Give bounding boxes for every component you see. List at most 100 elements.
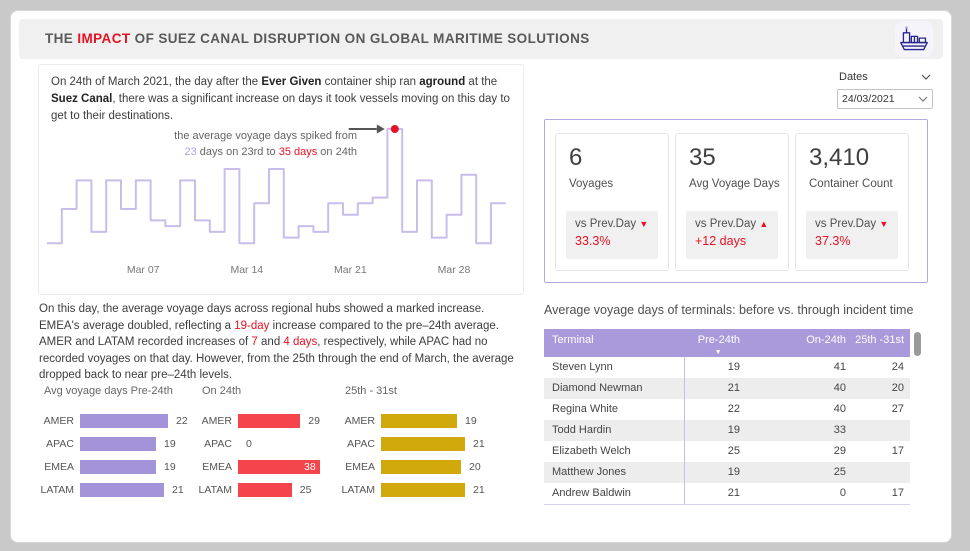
spike-marker-dot[interactable] bbox=[390, 125, 399, 134]
kpi-card-avg-voyage-days: 35 Avg Voyage Days vs Prev.Day ▲ +12 days bbox=[675, 133, 789, 271]
kpi-comparison-badge: vs Prev.Day ▼ 33.3% bbox=[566, 211, 658, 259]
kpi-comparison-badge: vs Prev.Day ▲ +12 days bbox=[686, 211, 778, 259]
bar-amer[interactable] bbox=[80, 414, 168, 428]
bar-amer[interactable] bbox=[238, 414, 301, 428]
table-row[interactable]: Diamond Newman 21 40 20 bbox=[544, 378, 910, 399]
annotation-line1: the average voyage days spiked from bbox=[174, 130, 357, 142]
header-band: THE IMPACT OF SUEZ CANAL DISRUPTION ON G… bbox=[19, 19, 943, 59]
chevron-down-icon[interactable] bbox=[921, 74, 931, 80]
arrow-down-icon: ▼ bbox=[879, 219, 889, 229]
bar-amer[interactable] bbox=[381, 414, 457, 428]
column-header-25th-31st[interactable]: 25th -31st bbox=[855, 334, 904, 346]
intro-paragraph: On 24th of March 2021, the day after the… bbox=[51, 74, 511, 125]
value-cell: 21 bbox=[684, 483, 746, 504]
bar-row-emea: EMEA 38 bbox=[184, 460, 354, 474]
dashboard-card: THE IMPACT OF SUEZ CANAL DISRUPTION ON G… bbox=[10, 10, 952, 543]
text-segment: container ship ran bbox=[321, 76, 420, 88]
kpi-change-value: 37.3% bbox=[815, 234, 851, 248]
kpi-card-container-count: 3,410 Container Count vs Prev.Day ▼ 37.3% bbox=[795, 133, 909, 271]
kpi-value: 6 bbox=[569, 144, 583, 171]
column-header-pre-24th[interactable]: Pre-24th ▼ bbox=[697, 334, 740, 356]
bar-value-label: 20 bbox=[469, 461, 481, 473]
table-row[interactable]: Andrew Baldwin 21 0 17 bbox=[544, 483, 910, 504]
bar-apac[interactable] bbox=[80, 437, 156, 451]
barchart-on-24th: On 24th AMER 29 APAC 0 EMEA 38 LATAM 25 bbox=[184, 385, 354, 506]
bar-row-emea: EMEA 20 bbox=[327, 460, 497, 474]
bar-row-amer: AMER 29 bbox=[184, 414, 354, 428]
bar-latam[interactable] bbox=[381, 483, 465, 497]
text-segment: Ever Given bbox=[261, 76, 322, 88]
terminal-name-cell: Elizabeth Welch bbox=[552, 445, 631, 457]
kpi-comparison-badge: vs Prev.Day ▼ 37.3% bbox=[806, 211, 898, 259]
kpi-container: 6 Voyages vs Prev.Day ▼ 33.3% 35 Avg Voyage D… bbox=[544, 119, 928, 283]
step-line-chart[interactable]: Mar 07 Mar 14 Mar 21 Mar 28 bbox=[39, 123, 523, 285]
value-cell: 19 bbox=[684, 357, 746, 378]
value-cell: 20 bbox=[891, 382, 904, 394]
bar-category-label: APAC bbox=[204, 438, 232, 450]
value-cell: 29 bbox=[833, 445, 846, 457]
date-dropdown[interactable]: 24/03/2021 bbox=[837, 89, 933, 109]
table-scrollbar-thumb[interactable] bbox=[914, 332, 921, 356]
value-cell: 0 bbox=[839, 487, 846, 499]
text-segment: IMPACT bbox=[77, 31, 131, 46]
terminal-name-cell: Todd Hardin bbox=[552, 424, 612, 436]
bar-apac[interactable] bbox=[381, 437, 465, 451]
kpi-label: Container Count bbox=[809, 178, 893, 190]
bar-row-latam: LATAM 25 bbox=[184, 483, 354, 497]
bar-emea[interactable] bbox=[381, 460, 461, 474]
barchart-pre-24th: Avg voyage days Pre-24th AMER 22 APAC 19 EME… bbox=[26, 385, 196, 506]
dates-slicer-header[interactable]: Dates bbox=[837, 71, 933, 83]
table-row[interactable]: Matthew Jones 19 25 bbox=[544, 462, 910, 483]
barchart-title: On 24th bbox=[202, 385, 242, 397]
terminal-name-cell: Steven Lynn bbox=[552, 361, 613, 373]
bar-value-label: 21 bbox=[473, 438, 485, 450]
column-header-on-24th[interactable]: On-24th bbox=[806, 334, 846, 346]
bar-value-label: 19 bbox=[164, 461, 176, 473]
value-cell: 27 bbox=[891, 403, 904, 415]
value-cell: 19 bbox=[684, 420, 746, 441]
column-header-terminal[interactable]: Terminal bbox=[552, 334, 594, 346]
value-cell: 33 bbox=[833, 424, 846, 436]
value-cell bbox=[852, 462, 910, 483]
value-cell: 19 bbox=[684, 462, 746, 483]
chevron-down-icon bbox=[918, 96, 928, 102]
bar-category-label: LATAM bbox=[341, 484, 375, 496]
text-segment: 7 bbox=[251, 336, 258, 348]
value-cell: 21 bbox=[684, 378, 746, 399]
bar-emea[interactable] bbox=[80, 460, 156, 474]
text-segment: 35 days bbox=[278, 145, 318, 158]
table-row[interactable]: Elizabeth Welch 25 29 17 bbox=[544, 441, 910, 462]
terminal-name-cell: Matthew Jones bbox=[552, 466, 626, 478]
text-segment: at the bbox=[465, 76, 498, 88]
chart-annotation: the average voyage days spiked from 23 d… bbox=[174, 129, 357, 160]
value-cell: 17 bbox=[891, 487, 904, 499]
bar-latam[interactable] bbox=[80, 483, 164, 497]
value-cell: 41 bbox=[833, 361, 846, 373]
kpi-change-value: 33.3% bbox=[575, 234, 611, 248]
table-row[interactable]: Steven Lynn 19 41 24 bbox=[544, 357, 910, 378]
bar-row-apac: APAC 19 bbox=[26, 437, 196, 451]
kpi-badge-label: vs Prev.Day ▲ bbox=[695, 218, 769, 230]
ship-logo-tile bbox=[895, 21, 933, 57]
barchart-title: 25th - 31st bbox=[345, 385, 397, 397]
text-segment: increase compared to the pre–24th averag… bbox=[39, 319, 499, 349]
terminal-name-cell: Andrew Baldwin bbox=[552, 487, 631, 499]
table-row[interactable]: Regina White 22 40 27 bbox=[544, 399, 910, 420]
bar-latam[interactable] bbox=[238, 483, 292, 497]
text-segment: 19-day bbox=[234, 319, 270, 332]
text-segment: OF SUEZ CANAL DISRUPTION ON GLOBAL MARIT… bbox=[130, 31, 590, 46]
arrow-down-icon: ▼ bbox=[639, 219, 649, 229]
text-segment: , there was a significant increase on da… bbox=[51, 93, 510, 122]
text-segment: and bbox=[257, 336, 284, 348]
ship-icon bbox=[900, 26, 928, 51]
kpi-badge-label: vs Prev.Day ▼ bbox=[815, 218, 889, 230]
text-segment: THE bbox=[45, 31, 78, 46]
bar-category-label: AMER bbox=[43, 415, 74, 427]
text-segment: days on 23rd to bbox=[196, 145, 279, 158]
x-axis-tick: Mar 07 bbox=[127, 264, 160, 276]
table-row[interactable]: Todd Hardin 19 33 bbox=[544, 420, 910, 441]
bar-emea[interactable]: 38 bbox=[238, 460, 320, 474]
table-header-row: Terminal Pre-24th ▼ On-24th 25th -31st bbox=[544, 329, 910, 357]
bar-category-label: AMER bbox=[201, 415, 232, 427]
terminal-name-cell: Regina White bbox=[552, 403, 619, 415]
